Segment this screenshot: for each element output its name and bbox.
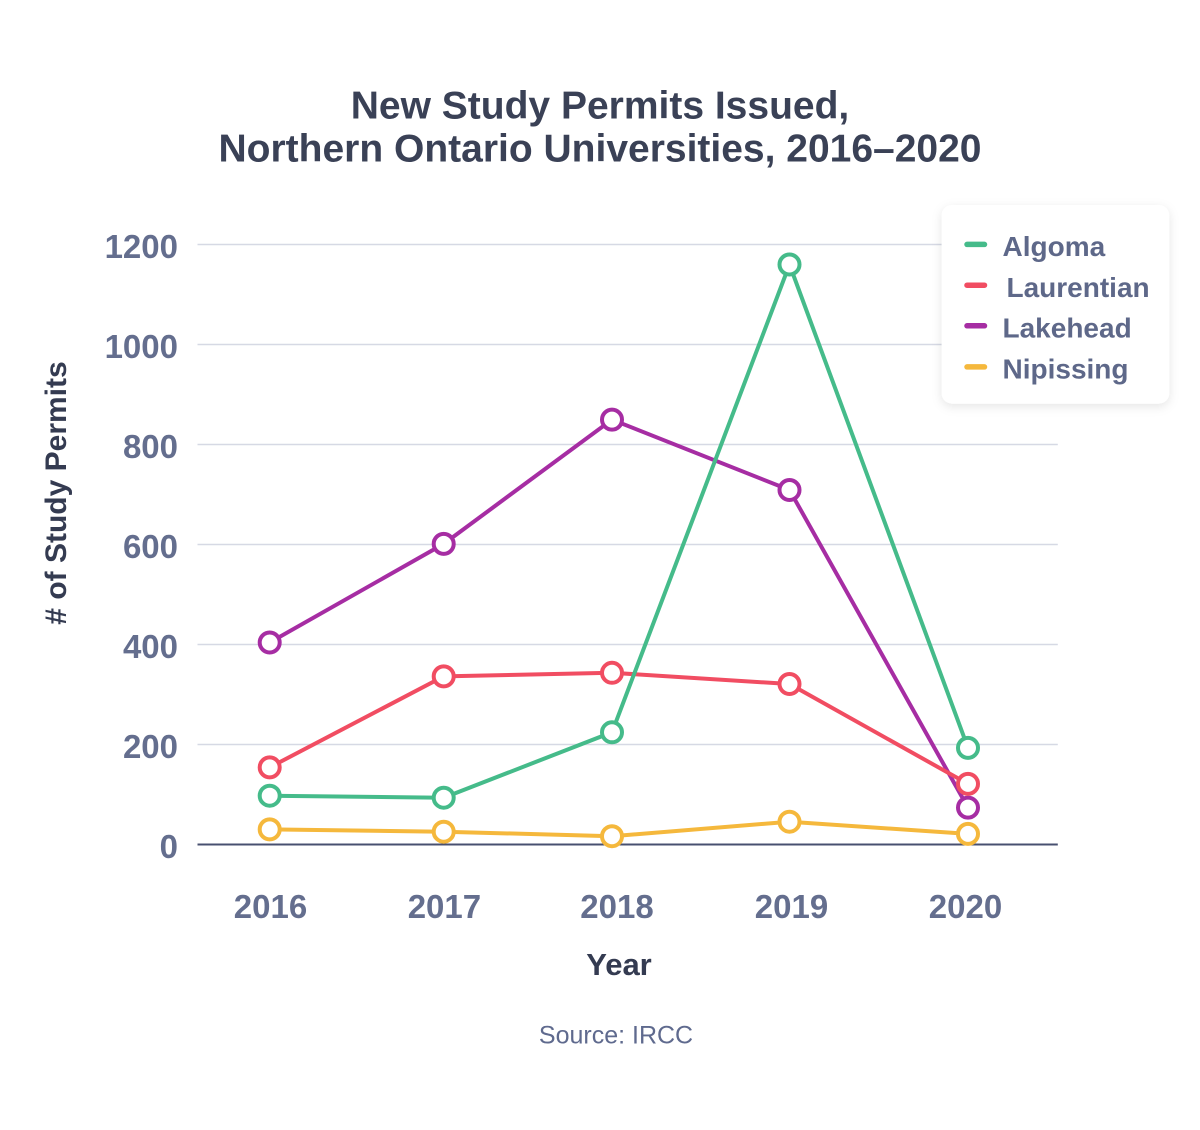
svg-text:Year: Year bbox=[586, 947, 652, 982]
svg-text:1000: 1000 bbox=[105, 328, 178, 365]
svg-text:# of Study Permits: # of Study Permits bbox=[40, 361, 73, 624]
svg-text:Source: IRCC: Source: IRCC bbox=[539, 1022, 693, 1050]
svg-text:0: 0 bbox=[160, 828, 178, 865]
svg-text:2018: 2018 bbox=[580, 888, 653, 925]
svg-text:400: 400 bbox=[123, 628, 178, 665]
svg-text:Algoma: Algoma bbox=[1003, 231, 1106, 262]
svg-text:New Study Permits Issued,: New Study Permits Issued, bbox=[351, 85, 850, 128]
svg-text:2020: 2020 bbox=[929, 888, 1002, 925]
svg-text:800: 800 bbox=[123, 428, 178, 465]
svg-text:2016: 2016 bbox=[234, 888, 307, 925]
svg-text:1200: 1200 bbox=[105, 228, 178, 265]
svg-text:2017: 2017 bbox=[408, 888, 481, 925]
svg-text:200: 200 bbox=[123, 728, 178, 765]
svg-text:Northern Ontario Universities,: Northern Ontario Universities, 2016–2020 bbox=[219, 127, 982, 170]
svg-text:Lakehead: Lakehead bbox=[1003, 313, 1132, 344]
svg-text:600: 600 bbox=[123, 528, 178, 565]
svg-text:Laurentian: Laurentian bbox=[1007, 272, 1150, 303]
svg-text:2019: 2019 bbox=[755, 888, 828, 925]
svg-text:Nipissing: Nipissing bbox=[1003, 354, 1129, 385]
